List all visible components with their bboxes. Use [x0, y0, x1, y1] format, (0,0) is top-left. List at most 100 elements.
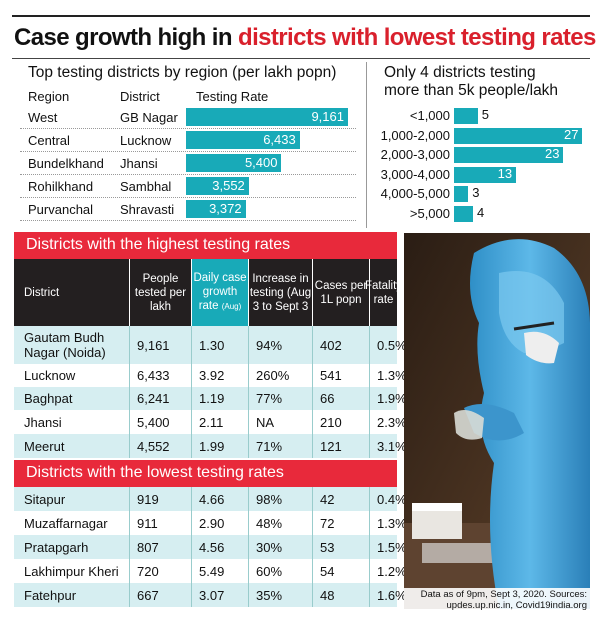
source-note: Data as of 9pm, Sept 3, 2020. Sources: u… [404, 588, 590, 612]
region-row: Rohilkhand Sambhal 3,552 [20, 175, 356, 198]
top-rule [12, 15, 590, 17]
region-label: Rohilkhand [28, 179, 94, 194]
distribution-row: 3,000-4,000 13 [370, 166, 596, 184]
table-cell: 3.92 [191, 364, 248, 387]
table-cell: 48 [312, 583, 369, 607]
table-cell: 4.66 [191, 487, 248, 511]
table-cell: 3.07 [191, 583, 248, 607]
distribution-chart-title: Only 4 districts testing more than 5k pe… [384, 64, 558, 100]
region-row: Central Lucknow 6,433 [20, 129, 356, 152]
table-cell: 667 [129, 583, 191, 607]
distribution-row: <1,000 5 [370, 107, 596, 125]
table-cell: Lucknow [24, 368, 76, 383]
distribution-category-label: 3,000-4,000 [380, 166, 450, 182]
distribution-value: 5 [481, 107, 489, 122]
table-cell: 121 [312, 434, 369, 458]
region-row: West GB Nagar 9,161 [20, 106, 356, 129]
table-row: Meerut 4,552 1.99 71% 121 3.1% [14, 434, 407, 458]
testing-rate-value: 3,372 [209, 201, 242, 216]
health-worker-photo [404, 233, 590, 609]
testing-rate-bar: 3,552 [186, 177, 249, 195]
testing-rate-value: 3,552 [212, 178, 245, 193]
testing-rate-bar: 3,372 [186, 200, 246, 218]
table-cell: 1.9% [369, 387, 407, 410]
col-district: District [24, 286, 60, 299]
table-cell: 6,433 [129, 364, 191, 387]
table-cell: Fatehpur [24, 587, 77, 603]
headline-part1: Case growth high in [14, 24, 239, 51]
table-column-headers: District People tested per lakh Daily ca… [14, 259, 402, 326]
table-cell: 4.56 [191, 535, 248, 559]
district-label: Sambhal [120, 179, 172, 194]
table-cell: 911 [129, 511, 191, 535]
testing-rate-value: 5,400 [244, 155, 278, 170]
table-row: Sitapur 919 4.66 98% 42 0.4% [14, 487, 407, 511]
distribution-row: 2,000-3,000 23 [370, 146, 596, 164]
table-cell: 98% [248, 487, 312, 511]
headline: Case growth high in districts with lowes… [14, 24, 596, 52]
table-cell: 30% [248, 535, 312, 559]
table-row: Pratapgarh 807 4.56 30% 53 1.5% [14, 535, 407, 559]
table-cell: 1.30 [191, 326, 248, 364]
table-cell: 1.19 [191, 387, 248, 410]
table-row: Jhansi 5,400 2.11 NA 210 2.3% [14, 410, 407, 434]
table-cell: 9,161 [129, 326, 191, 364]
region-label: Bundelkhand [28, 156, 104, 171]
distribution-bar [454, 205, 473, 222]
highest-testing-section-title: Districts with the highest testing rates [14, 232, 397, 259]
col-fatality-rate: Fatality rate [365, 259, 402, 326]
distribution-category-label: >5,000 [409, 205, 450, 221]
table-cell: 48% [248, 511, 312, 535]
table-row: Gautam Budh Nagar (Noida) 9,161 1.30 94% 402… [14, 326, 407, 364]
testing-rate-bar: 5,400 [186, 154, 282, 172]
district-label: GB Nagar [120, 110, 178, 125]
distribution-bar [454, 166, 516, 183]
table-cell: Sitapur [24, 491, 66, 507]
table-cell: 53 [312, 535, 369, 559]
table-cell: 4,552 [129, 434, 191, 458]
table-cell: Gautam Budh Nagar (Noida) [24, 330, 106, 360]
table-cell: Baghpat [24, 391, 73, 406]
table-cell: 35% [248, 583, 312, 607]
col-daily-growth: Daily case growth rate (Aug) [191, 259, 248, 326]
table-row: Lucknow 6,433 3.92 260% 541 1.3% [14, 364, 407, 387]
distribution-chart-title-line1: Only 4 districts testing [384, 64, 536, 81]
health-worker-illustration [404, 233, 590, 609]
table-row: Fatehpur 667 3.07 35% 48 1.6% [14, 583, 407, 607]
top-testing-chart-title: Top testing districts by region (per lak… [28, 64, 337, 81]
table-cell: 402 [312, 326, 369, 364]
district-label: Jhansi [120, 156, 158, 171]
distribution-row: 4,000-5,000 3 [370, 185, 596, 203]
region-label: Purvanchal [28, 202, 94, 217]
distribution-bar [454, 147, 564, 163]
testing-rate-value: 6,433 [263, 132, 296, 147]
table-cell: Meerut [24, 438, 65, 454]
distribution-value: 4 [476, 204, 485, 220]
table-cell: 6,241 [129, 387, 191, 410]
col-daily-growth-note: (Aug) [221, 302, 242, 311]
table-cell: Lakhimpur Kheri [24, 563, 119, 579]
table-cell: 1.99 [191, 434, 248, 458]
testing-rate-column-header: Testing Rate [196, 89, 269, 104]
table-cell: Pratapgarh [24, 539, 89, 555]
district-label: Lucknow [120, 133, 172, 148]
table-cell: 1.2% [369, 559, 407, 583]
source-note-line2: updes.up.nic.in, Covid19india.org [446, 600, 587, 611]
distribution-row: >5,000 4 [370, 205, 596, 223]
distribution-value: 27 [564, 126, 579, 142]
lowest-testing-section-title: Districts with the lowest testing rates [14, 460, 397, 487]
col-increase-testing: Increase in testing (Aug 3 to Sept 3 [248, 259, 312, 326]
table-cell: 77% [248, 387, 312, 410]
table-cell: 3.1% [369, 434, 407, 458]
table-cell: 2.90 [191, 511, 248, 535]
table-cell: 5,400 [129, 410, 191, 434]
table-cell: 260% [248, 364, 312, 387]
region-label: West [28, 110, 58, 125]
table-cell: 66 [312, 387, 369, 410]
table-cell: 72 [312, 511, 369, 535]
testing-rate-bar: 9,161 [186, 108, 348, 126]
table-cell: 1.6% [369, 583, 407, 607]
table-cell: 807 [129, 535, 191, 559]
title-rule [12, 58, 590, 59]
district-label: Shravasti [120, 202, 175, 217]
